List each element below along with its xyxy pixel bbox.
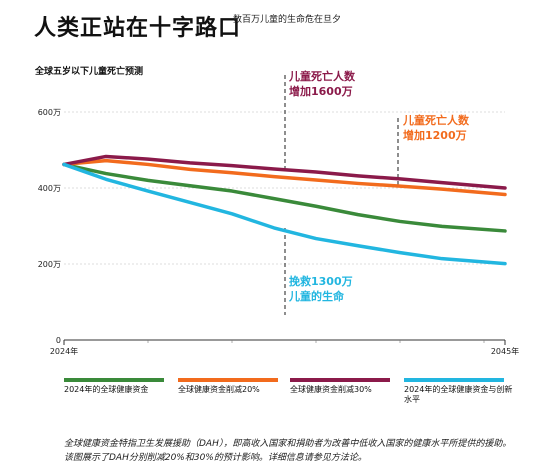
series-line — [62, 162, 507, 266]
legend-item-2: 全球健康资金削减20% — [178, 378, 278, 395]
legend-swatch — [290, 378, 390, 382]
x-tick-label: 2045年 — [491, 346, 519, 356]
x-tick-label: 2024年 — [50, 346, 78, 356]
legend-swatch — [178, 378, 278, 382]
annotation-label-line: 儿童的生命 — [288, 289, 345, 303]
annotation-label-line: 增加1200万 — [403, 128, 467, 142]
legend-item-4: 2024年的全球健康资金与创新水平 — [404, 378, 514, 405]
y-tick-label: 200万 — [38, 260, 61, 269]
legend-item-3: 全球健康资金削减30% — [290, 378, 390, 395]
series-line — [62, 158, 507, 197]
annotation-label-line: 增加1600万 — [289, 84, 353, 98]
y-tick-label: 0 — [56, 336, 61, 345]
legend-label: 全球健康资金削减20% — [178, 385, 260, 394]
chart-label: 全球五岁以下儿童死亡预测 — [35, 67, 144, 77]
series-line — [62, 154, 507, 190]
series-line — [62, 162, 507, 233]
annotation-label: 儿童死亡人数增加1600万 — [288, 69, 356, 98]
legend-label: 2024年的全球健康资金 — [64, 385, 149, 394]
legend-label: 全球健康资金削减30% — [290, 385, 372, 394]
page-subtitle: 数百万儿童的生命危在旦夕 — [233, 15, 342, 25]
annotation-label-line: 挽救1300万 — [289, 274, 353, 288]
y-tick-label: 400万 — [38, 184, 61, 193]
annotation-label: 儿童死亡人数增加1200万 — [402, 113, 470, 142]
legend-swatch — [404, 378, 504, 382]
y-tick-label: 600万 — [38, 108, 61, 117]
legend-item-1: 2024年的全球健康资金 — [64, 378, 164, 395]
legend-label: 2024年的全球健康资金与创新水平 — [404, 385, 513, 404]
annotation-label-line: 儿童死亡人数 — [288, 69, 356, 83]
footnote: 全球健康资金特指卫生发展援助（DAH），即高收入国家和捐助者为改善中低收入国家的… — [64, 439, 512, 463]
page-title: 人类正站在十字路口 — [34, 16, 242, 41]
annotation-label: 挽救1300万儿童的生命 — [288, 274, 353, 303]
annotation-label-line: 儿童死亡人数 — [402, 113, 470, 127]
legend-swatch — [64, 378, 164, 382]
